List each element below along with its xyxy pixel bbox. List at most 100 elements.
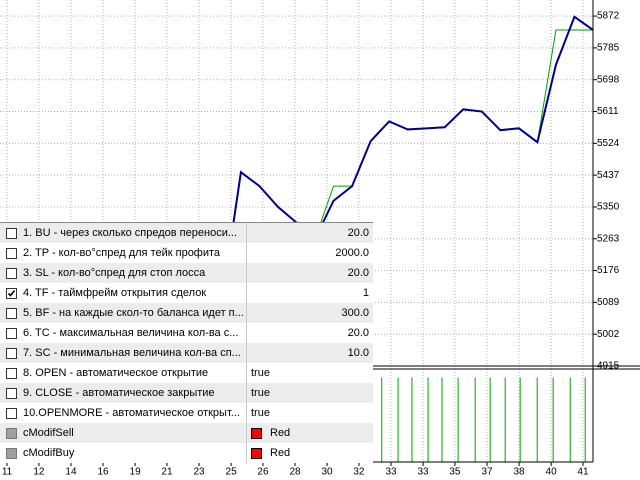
- property-name: 8. OPEN - автоматическое открытие: [23, 367, 209, 379]
- price-line: [221, 15, 594, 299]
- x-tick-label: 25: [226, 467, 238, 478]
- y-tick-label: 5002: [597, 329, 620, 340]
- property-name-cell: 2. TP - кол-во°спред для тейк профита: [0, 243, 247, 263]
- property-name: 10.OPENMORE - автоматическое открыт...: [23, 407, 240, 419]
- property-name-cell: 3. SL - кол-во°спред для стоп лосса: [0, 263, 247, 283]
- y-tick-label: 5089: [597, 297, 620, 308]
- y-tick-label: 5611: [597, 106, 619, 117]
- property-row: 10.OPENMORE - автоматическое открыт... tr…: [0, 403, 373, 423]
- property-name-cell: cModifBuy: [0, 443, 247, 463]
- property-name-cell: 9. CLOSE - автоматическое закрытие: [0, 383, 247, 403]
- property-value: 20.0: [347, 327, 369, 339]
- checkbox[interactable]: [6, 307, 17, 319]
- property-name-cell: 4. TF - таймфрейм открытия сделок: [0, 283, 247, 303]
- property-row: 1. BU - через сколько спредов переноси..…: [0, 223, 373, 243]
- property-value-cell[interactable]: true: [247, 383, 373, 403]
- property-row: 2. TP - кол-во°спред для тейк профита 200…: [0, 243, 373, 263]
- y-tick-label: 5437: [597, 170, 620, 181]
- x-tick-label: 37: [481, 467, 493, 478]
- property-value: true: [251, 367, 270, 379]
- checkbox[interactable]: [6, 427, 17, 439]
- property-row: cModifBuy Red: [0, 443, 373, 463]
- x-tick-label: 30: [322, 467, 334, 478]
- property-value: 20.0: [347, 267, 369, 279]
- property-name: cModifSell: [23, 427, 74, 439]
- property-name-cell: cModifSell: [0, 423, 247, 443]
- property-name: 3. SL - кол-во°спред для стоп лосса: [23, 267, 206, 279]
- y-tick-label: 5872: [597, 11, 620, 22]
- property-value: 2000.0: [335, 247, 369, 259]
- property-value: Red: [270, 447, 291, 459]
- property-name-cell: 6. TC - максимальная величина кол-ва с..…: [0, 323, 247, 343]
- property-row: 6. TC - максимальная величина кол-ва с..…: [0, 323, 373, 343]
- checkbox[interactable]: [6, 387, 17, 399]
- property-name: 6. TC - максимальная величина кол-ва с..…: [23, 327, 239, 339]
- checkbox[interactable]: [6, 227, 17, 239]
- property-row: 9. CLOSE - автоматическое закрытие true: [0, 383, 373, 403]
- property-value-cell[interactable]: 20.0: [247, 323, 373, 343]
- x-tick-label: 14: [65, 467, 77, 478]
- property-value-cell[interactable]: true: [247, 403, 373, 423]
- property-value-cell[interactable]: Red: [247, 443, 373, 463]
- x-tick-label: 41: [577, 467, 589, 478]
- checkbox[interactable]: [6, 327, 17, 339]
- x-tick-label: 32: [353, 467, 365, 478]
- property-value: 10.0: [347, 347, 369, 359]
- property-name: 5. BF - на каждые скол-то баланса идет п…: [23, 307, 244, 319]
- property-value: 300.0: [341, 307, 369, 319]
- property-value-cell[interactable]: 20.0: [247, 263, 373, 283]
- y-tick-label: 5263: [597, 233, 620, 244]
- property-row: 7. SC - минимальная величина кол-ва сп..…: [0, 343, 373, 363]
- x-tick-label: 33: [418, 467, 430, 478]
- property-name: 2. TP - кол-во°спред для тейк профита: [23, 247, 221, 259]
- property-value: true: [251, 407, 270, 419]
- property-name: 4. TF - таймфрейм открытия сделок: [23, 287, 207, 299]
- checkbox[interactable]: [6, 287, 17, 299]
- property-row: 8. OPEN - автоматическое открытие true: [0, 363, 373, 383]
- checkbox[interactable]: [6, 267, 17, 279]
- y-tick-label: 5176: [597, 265, 620, 276]
- x-tick-label: 16: [97, 467, 109, 478]
- color-swatch: [251, 447, 262, 459]
- property-value-cell[interactable]: 300.0: [247, 303, 373, 323]
- checkbox[interactable]: [6, 447, 17, 459]
- color-swatch: [251, 427, 262, 439]
- property-name-cell: 5. BF - на каждые скол-то баланса идет п…: [0, 303, 247, 323]
- checkbox[interactable]: [6, 347, 17, 359]
- x-tick-label: 19: [130, 467, 142, 478]
- property-name: 9. CLOSE - автоматическое закрытие: [23, 387, 215, 399]
- property-value: Red: [270, 427, 291, 439]
- x-tick-label: 28: [289, 467, 301, 478]
- property-value-cell[interactable]: true: [247, 363, 373, 383]
- property-value-cell[interactable]: 20.0: [247, 223, 373, 243]
- checkbox[interactable]: [6, 367, 17, 379]
- x-tick-label: 23: [193, 467, 205, 478]
- x-tick-label: 35: [449, 467, 461, 478]
- property-name-cell: 10.OPENMORE - автоматическое открыт...: [0, 403, 247, 423]
- property-name: 7. SC - минимальная величина кол-ва сп..…: [23, 347, 241, 359]
- properties-table: 1. BU - через сколько спредов переноси..…: [0, 222, 373, 463]
- property-row: 5. BF - на каждые скол-то баланса идет п…: [0, 303, 373, 323]
- property-name-cell: 8. OPEN - автоматическое открытие: [0, 363, 247, 383]
- x-tick-label: 26: [257, 467, 269, 478]
- property-name: 1. BU - через сколько спредов переноси..…: [23, 227, 238, 239]
- y-tick-label: 5785: [597, 43, 620, 54]
- x-tick-label: 40: [546, 467, 558, 478]
- property-value-cell[interactable]: 10.0: [247, 343, 373, 363]
- property-name: cModifBuy: [23, 447, 75, 459]
- checkmark: [7, 289, 16, 297]
- x-tick-label: 38: [513, 467, 525, 478]
- property-value-cell[interactable]: 1: [247, 283, 373, 303]
- x-tick-label: 33: [385, 467, 397, 478]
- property-value: 1: [362, 287, 369, 299]
- property-name-cell: 7. SC - минимальная величина кол-ва сп..…: [0, 343, 247, 363]
- property-value: 20.0: [347, 227, 369, 239]
- property-value-cell[interactable]: 2000.0: [247, 243, 373, 263]
- property-value: true: [251, 387, 270, 399]
- property-value-cell[interactable]: Red: [247, 423, 373, 443]
- checkbox[interactable]: [6, 407, 17, 419]
- property-row: 3. SL - кол-во°спред для стоп лосса 20.0: [0, 263, 373, 283]
- property-row: cModifSell Red: [0, 423, 373, 443]
- checkbox[interactable]: [6, 247, 17, 259]
